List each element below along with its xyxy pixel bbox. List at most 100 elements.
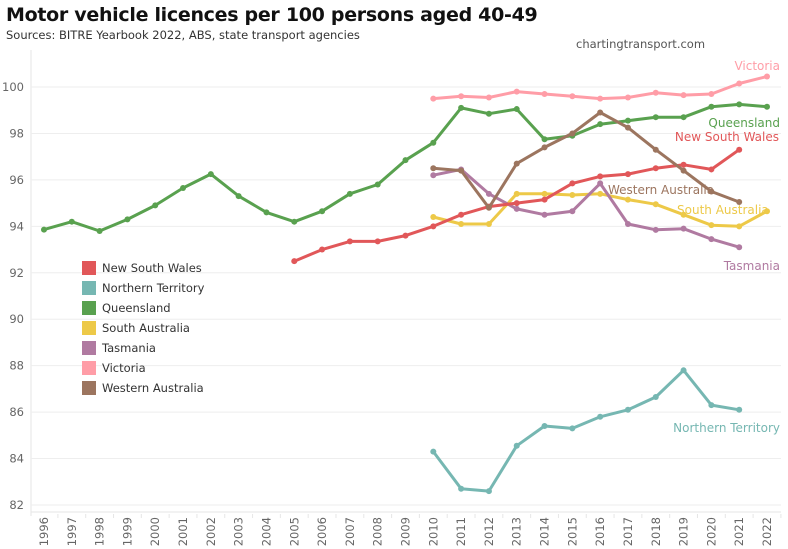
data-point	[513, 160, 520, 167]
y-tick-label: 100	[2, 80, 24, 94]
data-point	[180, 185, 187, 192]
data-point	[346, 190, 353, 197]
y-tick-label: 96	[9, 173, 24, 187]
data-point	[708, 222, 715, 229]
data-point	[652, 146, 659, 153]
data-point	[569, 180, 576, 187]
data-point	[708, 166, 715, 173]
data-point	[652, 394, 659, 401]
y-tick-label: 88	[9, 359, 24, 373]
data-point	[402, 232, 409, 239]
legend-item[interactable]: New South Wales	[82, 258, 204, 278]
data-point	[624, 196, 631, 203]
y-tick-label: 82	[9, 498, 24, 512]
data-point	[430, 95, 437, 102]
x-tick-label: 1997	[65, 517, 79, 546]
data-point	[430, 214, 437, 221]
series-line	[431, 368, 741, 493]
data-point	[736, 198, 743, 205]
data-point	[680, 367, 687, 374]
data-point	[541, 190, 548, 197]
data-point	[680, 225, 687, 232]
legend-label: South Australia	[102, 321, 190, 335]
data-point	[569, 93, 576, 100]
data-point	[736, 406, 743, 413]
legend-item[interactable]: South Australia	[82, 318, 204, 338]
x-tick-label: 2001	[176, 517, 190, 546]
series-end-label: New South Wales	[675, 130, 779, 144]
data-point	[624, 406, 631, 413]
x-tick-label: 2009	[399, 517, 413, 546]
legend-item[interactable]: Western Australia	[82, 378, 204, 398]
data-point	[402, 157, 409, 164]
series-line	[431, 167, 741, 249]
data-point	[652, 114, 659, 121]
series-line	[431, 75, 769, 101]
legend-label: Tasmania	[102, 341, 156, 355]
data-point	[513, 442, 520, 449]
legend-item[interactable]: Northern Territory	[82, 278, 204, 298]
x-tick-label: 2014	[538, 517, 552, 546]
series-end-label: South Australia	[677, 203, 769, 217]
data-point	[430, 139, 437, 146]
data-point	[569, 191, 576, 198]
x-tick-label: 2011	[454, 517, 468, 546]
data-point	[513, 88, 520, 95]
data-point	[764, 73, 770, 80]
y-tick-label: 86	[9, 405, 24, 419]
data-point	[207, 171, 214, 178]
data-point	[597, 180, 604, 187]
data-point	[485, 204, 492, 211]
x-tick-label: 2007	[343, 517, 357, 546]
x-tick-label: 2002	[204, 517, 218, 546]
data-point	[458, 485, 465, 492]
series-south-australia	[430, 190, 770, 230]
data-point	[374, 181, 381, 188]
chart-title: Motor vehicle licences per 100 persons a…	[6, 4, 538, 26]
data-point	[736, 223, 743, 230]
legend-item[interactable]: Queensland	[82, 298, 204, 318]
x-tick-label: 2016	[593, 517, 607, 546]
data-point	[708, 103, 715, 110]
data-point	[513, 190, 520, 197]
data-point	[652, 201, 659, 208]
x-tick-label: 2021	[732, 517, 746, 546]
data-point	[652, 165, 659, 172]
data-point	[541, 423, 548, 430]
x-tick-label: 1996	[37, 517, 51, 546]
data-point	[597, 121, 604, 128]
data-point	[458, 221, 465, 228]
data-point	[430, 223, 437, 230]
x-tick-label: 2008	[371, 517, 385, 546]
legend-item[interactable]: Victoria	[82, 358, 204, 378]
data-point	[513, 200, 520, 207]
data-point	[569, 425, 576, 432]
x-axis: 1996 1997 1998 1999 2000 2001 2002 2003 2004 2005…	[37, 517, 774, 546]
data-point	[708, 188, 715, 195]
x-tick-label: 2022	[760, 517, 774, 546]
series-end-labels: New South Wales Northern Territory Queensl…	[608, 59, 780, 435]
series-end-label: Tasmania	[723, 259, 780, 273]
data-point	[291, 258, 298, 265]
data-point	[624, 94, 631, 101]
data-point	[319, 208, 326, 215]
data-point	[624, 171, 631, 178]
data-point	[541, 90, 548, 97]
data-point	[374, 238, 381, 245]
data-point	[736, 146, 743, 153]
data-point	[235, 193, 242, 200]
series-queensland	[41, 101, 770, 234]
data-point	[708, 236, 715, 243]
data-point	[541, 211, 548, 218]
data-point	[652, 226, 659, 233]
y-tick-label: 90	[9, 312, 24, 326]
x-tick-label: 2006	[315, 517, 329, 546]
x-tick-label: 1998	[93, 517, 107, 546]
data-point	[430, 172, 437, 179]
data-point	[708, 90, 715, 97]
legend-item[interactable]: Tasmania	[82, 338, 204, 358]
legend-swatch	[82, 321, 96, 335]
data-point	[597, 190, 604, 197]
data-point	[430, 448, 437, 455]
x-tick-label: 2003	[232, 517, 246, 546]
